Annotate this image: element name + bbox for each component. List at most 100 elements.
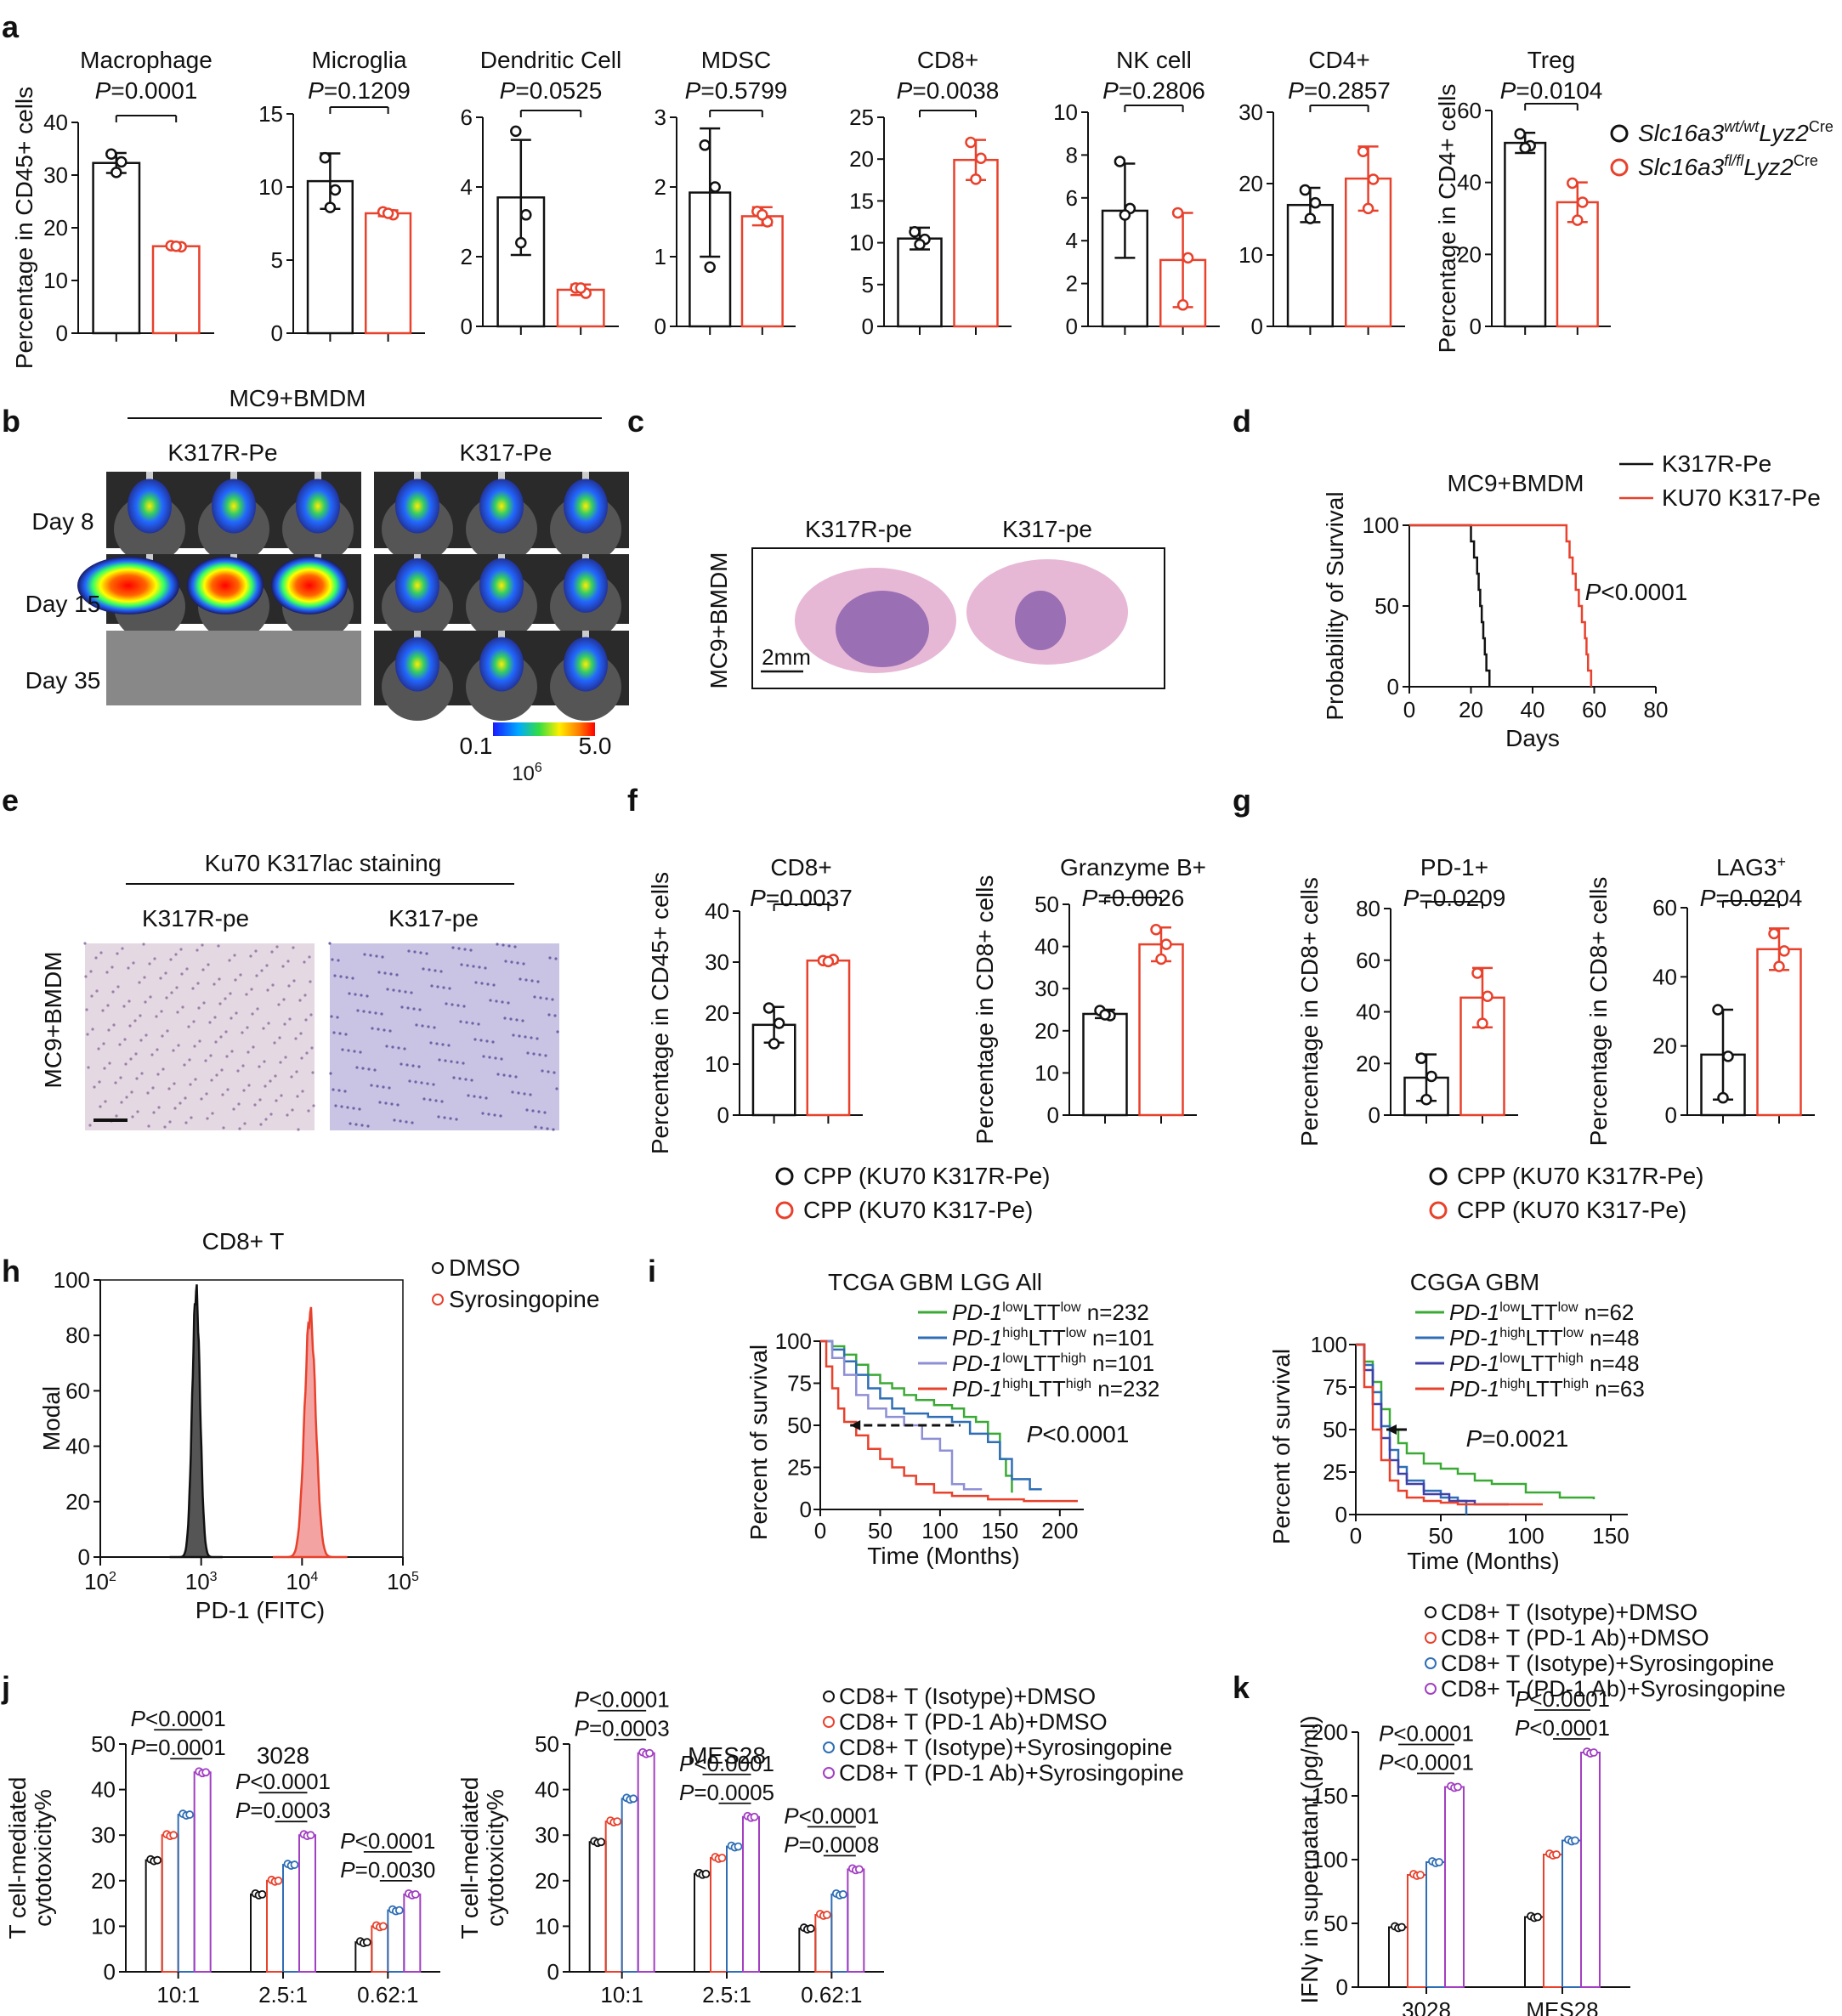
ihc-nucleus <box>349 1122 352 1125</box>
ihc-nucleus <box>269 1079 272 1083</box>
ihc-nucleus <box>548 956 552 960</box>
panel-letter-f: f <box>627 783 638 818</box>
ihc-nucleus <box>421 1024 424 1028</box>
legend-marker <box>1429 1167 1448 1186</box>
ihc-nucleus <box>98 1080 101 1084</box>
ihc-nucleus <box>196 982 200 985</box>
ihc-nucleus <box>457 947 461 950</box>
y-tick-label: 10 <box>1053 99 1078 125</box>
ihc-nucleus <box>241 1031 244 1034</box>
p-value-label: P=0.0037 <box>750 885 853 911</box>
ihc-nucleus <box>275 1099 278 1102</box>
data-point <box>701 1869 711 1878</box>
ihc-nucleus <box>459 1020 462 1023</box>
data-point <box>1533 1912 1542 1922</box>
ihc-nucleus <box>460 963 463 966</box>
bar <box>726 1845 744 1974</box>
y-axis-label: Percent of survival <box>745 1345 772 1540</box>
ihc-nucleus <box>173 1107 177 1110</box>
legend-label: CD8+ T (PD-1 Ab)+Syrosingopine <box>1441 1676 1786 1702</box>
p-value-label: P=0.1209 <box>308 77 411 104</box>
bar <box>1561 1839 1582 1988</box>
ihc-nucleus <box>180 972 184 976</box>
ihc-nucleus <box>105 971 109 974</box>
y-tick-label: 40 <box>1652 964 1677 989</box>
data-point <box>909 226 921 238</box>
ihc-nucleus <box>486 983 490 986</box>
bar <box>1543 1854 1563 1988</box>
ihc-nucleus <box>362 1010 366 1013</box>
chart-title: Microglia <box>311 47 406 73</box>
ihc-nucleus <box>97 1047 100 1050</box>
data-point <box>975 152 987 164</box>
data-point <box>1722 1050 1734 1062</box>
ihc-nucleus <box>429 1041 433 1045</box>
p-value-label: P=0.5799 <box>685 77 788 104</box>
data-point <box>597 1838 606 1847</box>
ihc-nucleus <box>201 943 204 947</box>
ihc-nucleus <box>219 1035 223 1039</box>
data-point <box>970 173 982 185</box>
ihc-nucleus <box>111 966 114 969</box>
chart-f1: 0 10 20 30 40 CD8+ P=0.0037 Percentage in CD45+… <box>647 854 863 1154</box>
signal-spot <box>128 479 172 534</box>
data-point <box>105 148 117 160</box>
data-point <box>762 1002 775 1014</box>
data-point <box>1519 142 1531 154</box>
ihc-nucleus <box>355 1066 359 1069</box>
x-axis-label: Days <box>1505 725 1560 751</box>
chart-title: MES28 <box>688 1742 766 1769</box>
chart-title: Dendritic Cell <box>480 47 622 73</box>
ihc-nucleus <box>340 1105 343 1108</box>
legend-fl-marker <box>1610 158 1629 177</box>
bar-treated <box>806 959 851 1117</box>
y-axis-label: T cell-mediated <box>456 1777 483 1940</box>
data-point <box>1717 1091 1729 1104</box>
ihc-nucleus <box>354 993 357 996</box>
y-axis-label: Percentage in CD45+ cells <box>647 872 673 1154</box>
y-axis-label: Percentage in CD8+ cells <box>972 875 998 1145</box>
y-axis-label: Percentage in CD8+ cells <box>1585 877 1612 1147</box>
legend-label: CD8+ T (Isotype)+DMSO <box>1441 1600 1697 1625</box>
y-tick-label: 5 <box>271 247 283 273</box>
p-value-label: P<0.0001 <box>235 1769 331 1794</box>
ihc-nucleus <box>426 1082 429 1085</box>
ihc-nucleus <box>452 1076 456 1079</box>
ihc-nucleus <box>405 1120 408 1124</box>
ihc-nucleus <box>533 995 536 999</box>
ihc-nucleus <box>251 1012 254 1016</box>
ihc-nucleus <box>433 1026 436 1029</box>
legend-label-2: CPP (KU70 K317-Pe) <box>1457 1197 1686 1223</box>
ihc-nucleus <box>245 993 248 996</box>
y-tick-label: 20 <box>1356 1050 1380 1076</box>
ihc-nucleus <box>116 985 120 988</box>
ihc-nucleus <box>207 963 210 966</box>
ihc-nucleus <box>360 994 363 997</box>
histogram-syrosingopine <box>273 1306 348 1559</box>
y-tick-label: 0 <box>800 1497 812 1522</box>
ihc-nucleus <box>159 977 162 980</box>
chart-title: CD8+ T <box>202 1228 285 1254</box>
ihc-nucleus <box>300 1056 303 1060</box>
ihc-nucleus <box>386 988 389 991</box>
ihc-nucleus <box>169 958 173 961</box>
y-tick-label: 150 <box>1312 1783 1348 1809</box>
y-axis-label: Percentage in CD4+ cells <box>1434 84 1460 354</box>
data-point <box>1155 953 1167 966</box>
ihc-nucleus <box>524 1035 527 1039</box>
chart-a3: 0 2 4 6 Dendritic Cell P=0.0525 <box>461 47 622 339</box>
x-tick-label: 80 <box>1644 697 1669 722</box>
ihc-nucleus <box>246 1026 249 1029</box>
signal-spot <box>564 637 608 692</box>
bar <box>403 1893 422 1973</box>
ihc-nucleus <box>270 950 274 954</box>
data-point <box>717 1854 727 1862</box>
y-tick-label: 4 <box>461 174 473 200</box>
y-axis-label: Percentage in CD8+ cells <box>1296 877 1323 1147</box>
x-tick-label: 102 <box>84 1569 116 1594</box>
data-point <box>1552 1850 1561 1859</box>
ihc-nucleus <box>437 1115 440 1118</box>
ihc-nucleus <box>281 965 285 968</box>
ihc-nucleus <box>516 961 519 965</box>
